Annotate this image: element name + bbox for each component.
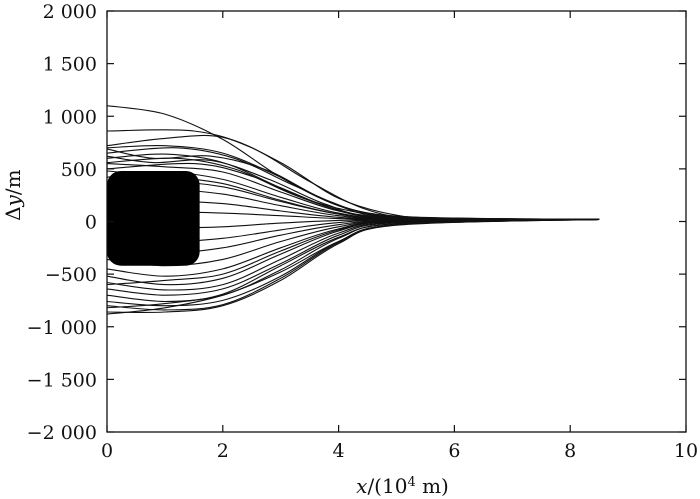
trajectory-line-22 (106, 218, 600, 296)
y-axis-title-var: y (1, 194, 25, 207)
x-tick-label: 0 (101, 440, 113, 462)
y-tick-label: −1 500 (27, 369, 97, 391)
trajectory-line-28 (106, 218, 600, 309)
x-tick-label: 6 (448, 440, 460, 462)
trajectory-line-32 (106, 155, 600, 220)
y-tick-label: −2 000 (27, 422, 97, 444)
y-tick-label: 0 (85, 212, 97, 234)
y-axis-ticks: 2 000 1 500 1 000 500 0 −500 −1 000 −1 500 −2 00… (27, 1, 686, 444)
x-tick-label: 8 (564, 440, 576, 462)
trajectory-line-29 (106, 218, 600, 286)
y-tick-label: 1 500 (43, 54, 97, 76)
y-axis-title-unit: /m (1, 169, 25, 195)
x-axis-title-exponent: 4 (407, 475, 415, 490)
y-tick-label: −1 000 (27, 317, 97, 339)
x-axis-title: x/(104 m) (356, 474, 449, 498)
y-axis-title: Δy/m (1, 169, 25, 221)
x-axis-title-unit: /(10 (367, 474, 407, 498)
y-tick-label: 2 000 (43, 1, 97, 23)
y-tick-label: 1 000 (43, 106, 97, 128)
x-axis-title-end: m) (416, 474, 449, 498)
x-axis-ticks: 0 2 4 6 8 10 (101, 11, 698, 462)
y-axis-title-prefix: Δ (1, 206, 25, 220)
y-tick-label: −500 (45, 264, 97, 286)
x-axis-title-var: x (356, 474, 367, 498)
dense-trajectory-band (107, 170, 200, 266)
x-tick-label: 10 (674, 440, 698, 462)
x-tick-label: 2 (217, 440, 229, 462)
y-tick-label: 500 (61, 159, 97, 181)
x-tick-label: 4 (333, 440, 345, 462)
